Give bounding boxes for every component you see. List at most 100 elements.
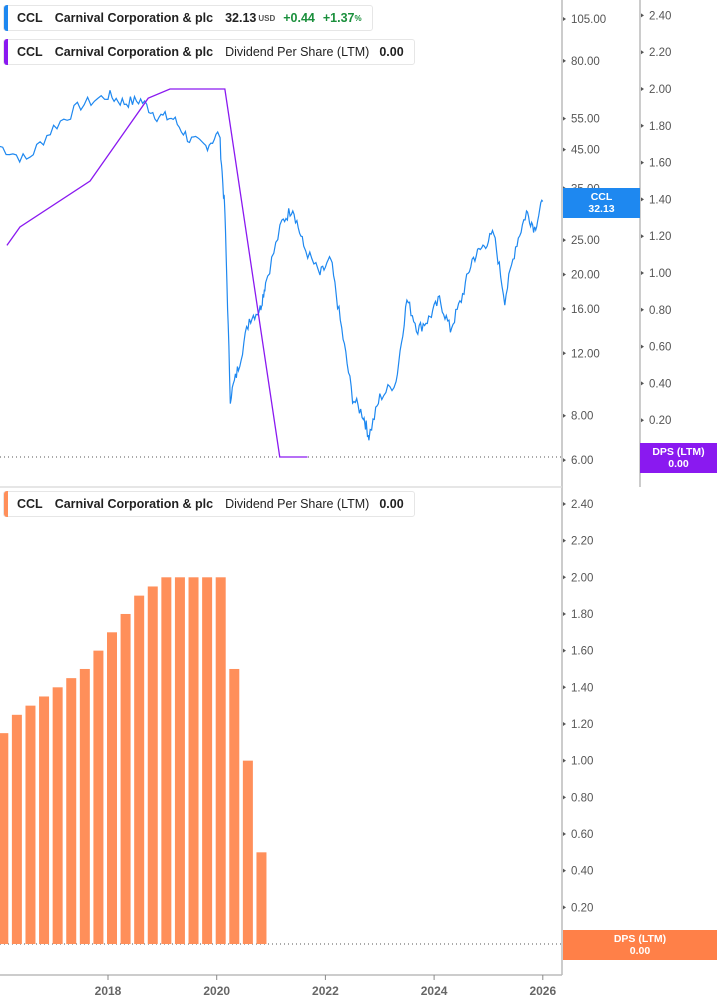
bar-tick-label: 1.80: [571, 609, 593, 621]
bar-tick-label: 2.40: [571, 499, 593, 511]
dps-tick-label: 1.00: [649, 268, 671, 280]
dividend-bar: [66, 678, 77, 944]
dps-line: [6, 88, 308, 458]
tick-mark: [563, 272, 566, 277]
tick-mark: [641, 13, 644, 18]
price-tick-label: 45.00: [571, 145, 600, 157]
bar-tick-label: 0.80: [571, 792, 593, 804]
company-name: Carnival Corporation & plc: [54, 45, 214, 59]
tick-mark: [563, 721, 566, 726]
tick-mark: [563, 116, 566, 121]
dps-tick-label: 2.40: [649, 10, 671, 22]
tick-mark: [563, 351, 566, 356]
tick-mark: [641, 197, 644, 202]
dps-tick-label: 2.00: [649, 84, 671, 96]
metric-name: Dividend Per Share (LTM): [225, 45, 370, 59]
ticker: CCL: [17, 497, 43, 511]
bar-tick-label: 1.20: [571, 719, 593, 731]
x-tick-label: 2020: [203, 984, 230, 998]
bar-tick-label: 1.60: [571, 646, 593, 658]
bar-tick-label: 2.00: [571, 572, 593, 584]
price-tick-label: 6.00: [571, 455, 593, 467]
dps-tick-label: 1.40: [649, 194, 671, 206]
tick-mark: [563, 575, 566, 580]
price-legend[interactable]: CCL Carnival Corporation & plc 32.13 USD…: [3, 5, 373, 31]
x-tick-label: 2024: [421, 984, 448, 998]
price-tick-label: 8.00: [571, 411, 593, 423]
tick-mark: [563, 905, 566, 910]
dividend-bar: [229, 668, 240, 944]
dividend-bar: [242, 760, 253, 944]
company-name: Carnival Corporation & plc: [54, 497, 214, 511]
last-price: 32.13: [225, 11, 257, 25]
tick-mark: [563, 538, 566, 543]
tick-mark: [563, 648, 566, 653]
dividend-bar: [188, 577, 199, 944]
dividend-bar: [93, 650, 104, 944]
tick-mark: [563, 147, 566, 152]
tick-mark: [641, 87, 644, 91]
price-change: +0.44: [283, 11, 315, 25]
series-color-swatch: [4, 491, 8, 517]
tick-mark: [641, 307, 644, 312]
company-name: Carnival Corporation & plc: [54, 11, 214, 25]
tick-mark: [563, 413, 566, 418]
dividend-bar: [52, 687, 63, 944]
bar-tick-label: 0.60: [571, 829, 593, 841]
tick-mark: [563, 306, 566, 311]
tick-mark: [641, 160, 644, 165]
dividend-bar: [147, 586, 158, 944]
price-tick-label: 25.00: [571, 235, 600, 247]
dps-legend-bottom[interactable]: CCL Carnival Corporation & plc Dividend …: [3, 491, 415, 517]
tick-mark: [563, 238, 566, 243]
dividend-bar: [174, 577, 185, 944]
dividend-bar: [256, 852, 267, 944]
currency: USD: [258, 13, 276, 23]
bar-tick-label: 0.20: [571, 902, 593, 914]
tick-mark: [641, 234, 644, 239]
ticker: CCL: [17, 11, 43, 25]
x-tick-label: 2026: [529, 984, 556, 998]
dps-tick-label: 0.80: [649, 305, 671, 317]
x-tick-label: 2018: [95, 984, 122, 998]
bar-tick-label: 0.40: [571, 866, 593, 878]
dividend-bar: [39, 696, 50, 944]
dps-tick-label: 1.60: [649, 158, 671, 170]
dps-tick-label: 0.60: [649, 342, 671, 354]
dividend-bar: [215, 577, 226, 944]
dps-tick-label: 1.80: [649, 121, 671, 133]
tick-mark: [563, 758, 566, 763]
dps-tick-label: 0.40: [649, 378, 671, 390]
dividend-bar: [0, 733, 9, 944]
tick-mark: [563, 831, 566, 836]
bar-tick-label: 1.40: [571, 682, 593, 694]
tick-mark: [641, 123, 644, 128]
tick-mark: [563, 17, 566, 21]
price-tick-label: 20.00: [571, 270, 600, 282]
tick-mark: [563, 611, 566, 616]
ticker: CCL: [17, 45, 43, 59]
x-tick-label: 2022: [312, 984, 339, 998]
series-color-swatch: [4, 5, 8, 31]
tick-mark: [563, 58, 566, 63]
dps-tag-top: DPS (LTM) 0.00: [640, 443, 717, 473]
price-tick-label: 80.00: [571, 56, 600, 68]
dividend-bar: [134, 595, 145, 944]
metric-value: 0.00: [379, 497, 404, 511]
tick-mark: [641, 418, 644, 423]
dps-tick-label: 1.20: [649, 231, 671, 243]
price-tick-label: 105.00: [571, 14, 606, 26]
bar-tick-label: 1.00: [571, 756, 593, 768]
dps-tick-label: 2.20: [649, 47, 671, 59]
dividend-bar: [11, 714, 22, 944]
tick-mark: [641, 271, 644, 275]
tick-mark: [563, 795, 566, 800]
tick-mark: [641, 381, 644, 386]
tick-mark: [563, 458, 566, 463]
bar-tick-label: 2.20: [571, 536, 593, 548]
dps-legend-top[interactable]: CCL Carnival Corporation & plc Dividend …: [3, 39, 415, 65]
price-tick-label: 12.00: [571, 348, 600, 360]
tick-mark: [641, 50, 644, 55]
tick-mark: [563, 685, 566, 690]
